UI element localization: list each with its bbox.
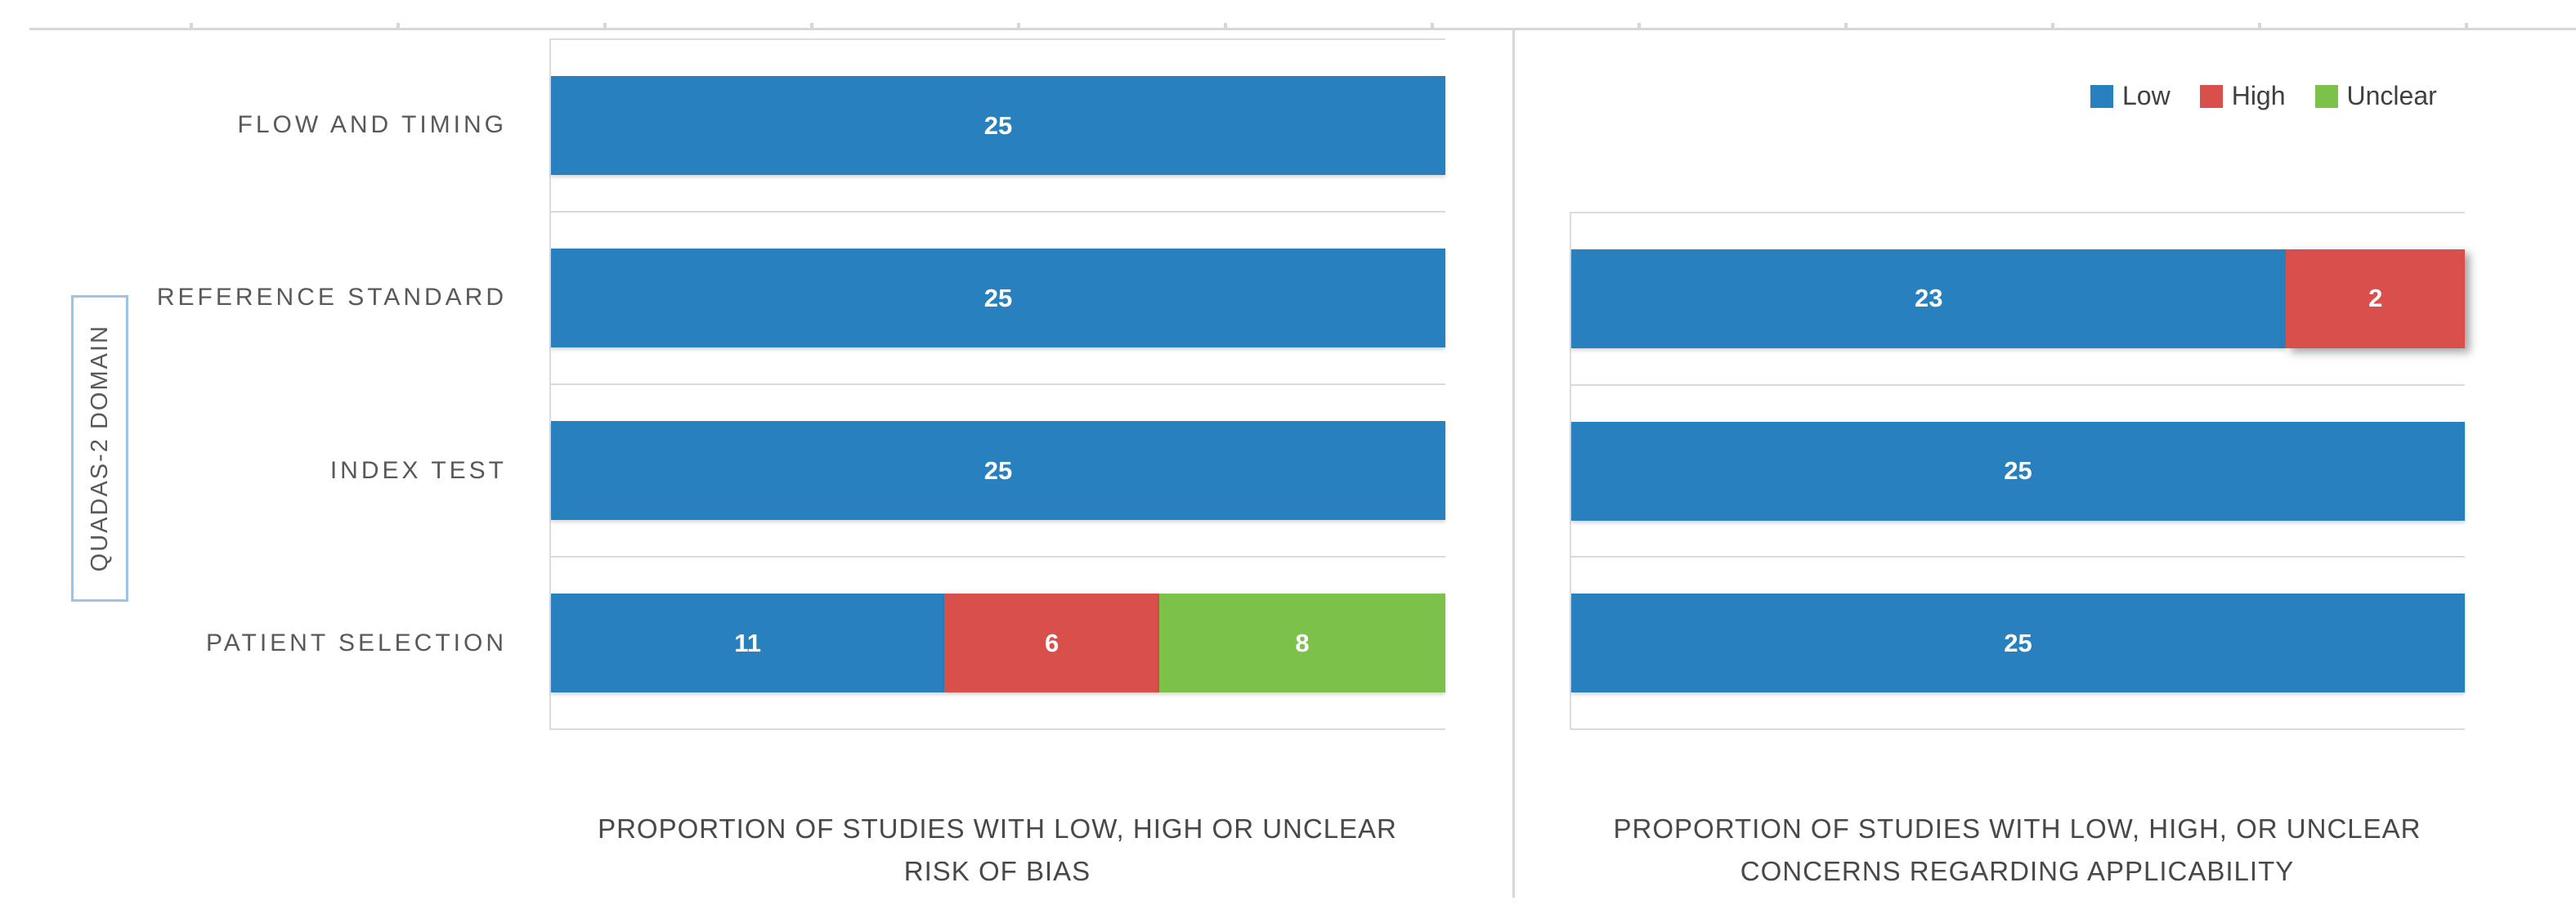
legend-item-high: High [2199,81,2286,111]
legend-label: Unclear [2346,81,2437,110]
y-axis-title-box: QUADAS-2 DOMAIN [71,295,128,602]
plot-row: 25 [551,385,1445,558]
risk-of-bias-axis-title: PROPORTION OF STUDIES WITH LOW, HIGH OR … [549,808,1445,893]
bar-value-label: 8 [1295,628,1310,657]
risk-of-bias-plot-area: 25 25 25 11 6 8 [549,38,1445,730]
bar-segment-low: 23 [1571,249,2287,348]
bar-value-label: 11 [734,628,762,657]
plot-row: 25 [551,213,1445,385]
bar-segment-low: 25 [551,76,1445,175]
bar-value-label: 25 [2004,456,2032,485]
bar-value-label: 6 [1045,628,1060,657]
plot-row: 23 2 [1571,213,2465,386]
risk-of-bias-category-labels: FLOW AND TIMING REFERENCE STANDARD INDEX T… [0,38,533,730]
top-ruler-ticks [29,23,2576,28]
bar-segment-low: 11 [551,594,945,692]
stacked-bar: 11 6 8 [551,594,1445,692]
risk-of-bias-title-line1: PROPORTION OF STUDIES WITH LOW, HIGH OR … [598,813,1397,844]
applicability-axis-title: PROPORTION OF STUDIES WITH LOW, HIGH, OR… [1570,808,2465,893]
bar-value-label: 25 [983,455,1013,485]
plot-row: 25 [1571,558,2465,731]
legend-swatch-unclear-icon [2314,84,2338,108]
risk-of-bias-title-line2: RISK OF BIAS [903,856,1091,886]
bar-segment-high: 2 [2286,249,2465,348]
legend-swatch-low-icon [2090,84,2113,108]
plot-row: 11 6 8 [551,558,1445,730]
applicability-plot-area: 23 2 25 25 [1570,212,2465,731]
panel-divider-line [1512,28,1515,898]
stacked-bar: 25 [551,249,1445,347]
legend-swatch-high-icon [2199,84,2223,108]
bar-segment-low: 25 [551,421,1445,520]
plot-row: 25 [1571,386,2465,558]
bar-segment-low: 25 [1571,594,2465,693]
legend: Low High Unclear [2090,81,2437,111]
category-label: REFERENCE STANDARD [156,284,507,311]
bar-segment-high: 6 [944,594,1159,692]
top-border-line [29,28,2576,30]
category-label: FLOW AND TIMING [237,110,507,138]
bar-value-label: 25 [983,283,1013,312]
category-label: INDEX TEST [329,456,507,484]
stacked-bar: 25 [1571,594,2465,693]
legend-item-low: Low [2090,81,2171,111]
bar-value-label: 23 [1914,284,1943,313]
bar-segment-low: 25 [1571,421,2465,521]
stacked-bar: 23 2 [1571,249,2465,348]
plot-row: 25 [551,40,1445,213]
bar-segment-low: 25 [551,249,1445,347]
legend-item-unclear: Unclear [2314,81,2437,111]
bar-value-label: 25 [983,110,1013,140]
legend-label: Low [2122,81,2171,110]
applicability-title-line2: CONCERNS REGARDING APPLICABILITY [1740,856,2295,886]
bar-segment-unclear: 8 [1158,594,1445,692]
applicability-title-line1: PROPORTION OF STUDIES WITH LOW, HIGH, OR… [1613,813,2421,844]
bar-value-label: 25 [2004,628,2032,657]
stacked-bar: 25 [551,76,1445,175]
legend-label: High [2231,81,2286,110]
stacked-bar: 25 [551,421,1445,520]
category-label: PATIENT SELECTION [205,629,507,657]
stacked-bar: 25 [1571,421,2465,521]
bar-value-label: 2 [2368,284,2383,313]
